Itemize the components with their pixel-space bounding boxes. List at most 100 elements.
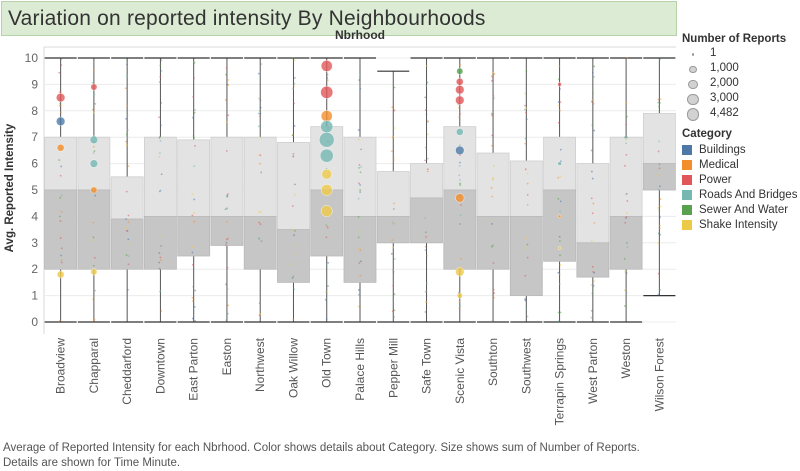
minor-point bbox=[325, 290, 327, 293]
minor-point bbox=[558, 283, 561, 286]
minor-point bbox=[293, 102, 296, 105]
box-upper bbox=[609, 136, 643, 217]
color-legend-item[interactable]: Buildings bbox=[682, 142, 798, 157]
minor-point bbox=[359, 260, 362, 263]
minor-point bbox=[258, 302, 261, 305]
minor-point bbox=[160, 59, 163, 62]
minor-point bbox=[158, 156, 161, 158]
color-legend-item[interactable]: Shake Intensity bbox=[682, 217, 798, 232]
minor-point bbox=[126, 229, 128, 232]
dashboard-title: Variation on reported intensity By Neigh… bbox=[8, 6, 486, 30]
x-tick-label: Old Town bbox=[320, 338, 334, 388]
minor-point bbox=[225, 283, 227, 286]
color-legend-item[interactable]: Medical bbox=[682, 157, 798, 172]
minor-point bbox=[390, 252, 393, 255]
minor-point bbox=[60, 165, 63, 168]
minor-point bbox=[391, 310, 394, 313]
minor-point bbox=[659, 227, 661, 230]
minor-point bbox=[559, 254, 561, 257]
minor-point bbox=[625, 216, 628, 218]
minor-point bbox=[359, 184, 362, 186]
minor-point bbox=[225, 319, 228, 322]
minor-point bbox=[526, 193, 529, 196]
minor-point bbox=[125, 140, 127, 143]
minor-point bbox=[592, 284, 595, 287]
minor-point bbox=[126, 129, 129, 131]
minor-point bbox=[359, 171, 362, 174]
minor-point bbox=[393, 293, 396, 296]
minor-point bbox=[492, 288, 495, 291]
box-group bbox=[110, 57, 144, 323]
minor-point bbox=[526, 315, 529, 318]
minor-point bbox=[559, 264, 562, 266]
color-legend-item[interactable]: Sewer And Water bbox=[682, 202, 798, 217]
minor-point bbox=[325, 318, 328, 320]
minor-point bbox=[424, 159, 426, 162]
minor-point bbox=[424, 217, 427, 219]
minor-point bbox=[558, 235, 561, 238]
minor-point bbox=[426, 133, 429, 136]
minor-point bbox=[292, 275, 295, 278]
minor-point bbox=[124, 87, 127, 90]
minor-point bbox=[657, 173, 660, 176]
minor-point bbox=[125, 133, 128, 136]
minor-point bbox=[525, 107, 528, 110]
minor-point bbox=[225, 150, 228, 152]
minor-point bbox=[192, 135, 195, 137]
minor-point bbox=[659, 185, 661, 188]
minor-point bbox=[491, 72, 494, 74]
minor-point bbox=[260, 240, 263, 242]
minor-point bbox=[192, 285, 195, 288]
minor-point bbox=[557, 271, 560, 274]
legend-panel: Number of Reports 1 1,000 2,000 3,000 4,482 … bbox=[682, 33, 798, 232]
minor-point bbox=[259, 162, 261, 165]
minor-point bbox=[291, 277, 294, 279]
minor-point bbox=[292, 152, 295, 155]
color-legend-item[interactable]: Power bbox=[682, 172, 798, 187]
box-lower bbox=[376, 215, 410, 244]
x-tick-label: Downtown bbox=[153, 338, 167, 394]
minor-point bbox=[524, 92, 526, 95]
minor-point bbox=[491, 134, 493, 137]
minor-point bbox=[259, 211, 262, 214]
minor-point bbox=[659, 224, 661, 227]
data-point bbox=[455, 85, 465, 95]
size-legend-label: 1 bbox=[710, 47, 717, 59]
minor-point bbox=[525, 111, 528, 114]
minor-point bbox=[592, 102, 595, 105]
minor-point bbox=[490, 320, 493, 323]
minor-point bbox=[659, 233, 662, 236]
minor-point bbox=[625, 123, 627, 126]
minor-point bbox=[226, 288, 229, 291]
size-legend-dot bbox=[687, 93, 699, 106]
minor-point bbox=[624, 136, 626, 139]
minor-point bbox=[590, 284, 593, 287]
y-tick-label: 8 bbox=[31, 104, 38, 118]
minor-point bbox=[491, 76, 494, 79]
data-point bbox=[455, 267, 465, 277]
minor-point bbox=[325, 224, 327, 226]
minor-point bbox=[159, 124, 162, 127]
minor-point bbox=[624, 221, 627, 224]
minor-point bbox=[357, 129, 360, 131]
minor-point bbox=[592, 92, 594, 95]
minor-point bbox=[625, 101, 628, 104]
minor-point bbox=[557, 320, 560, 322]
color-legend-label: Shake Intensity bbox=[699, 218, 778, 231]
minor-point bbox=[357, 236, 360, 239]
minor-point bbox=[191, 193, 194, 196]
data-point bbox=[56, 270, 65, 279]
color-legend-item[interactable]: Roads And Bridges bbox=[682, 187, 798, 202]
minor-point bbox=[625, 291, 628, 294]
minor-point bbox=[426, 81, 429, 84]
minor-point bbox=[93, 150, 96, 153]
minor-point bbox=[391, 136, 394, 139]
data-point bbox=[56, 93, 66, 103]
minor-point bbox=[160, 310, 163, 312]
minor-point bbox=[657, 98, 660, 101]
minor-point bbox=[194, 108, 197, 111]
data-point bbox=[320, 205, 333, 217]
box-lower bbox=[77, 189, 111, 270]
minor-point bbox=[258, 210, 260, 213]
minor-point bbox=[458, 307, 461, 309]
